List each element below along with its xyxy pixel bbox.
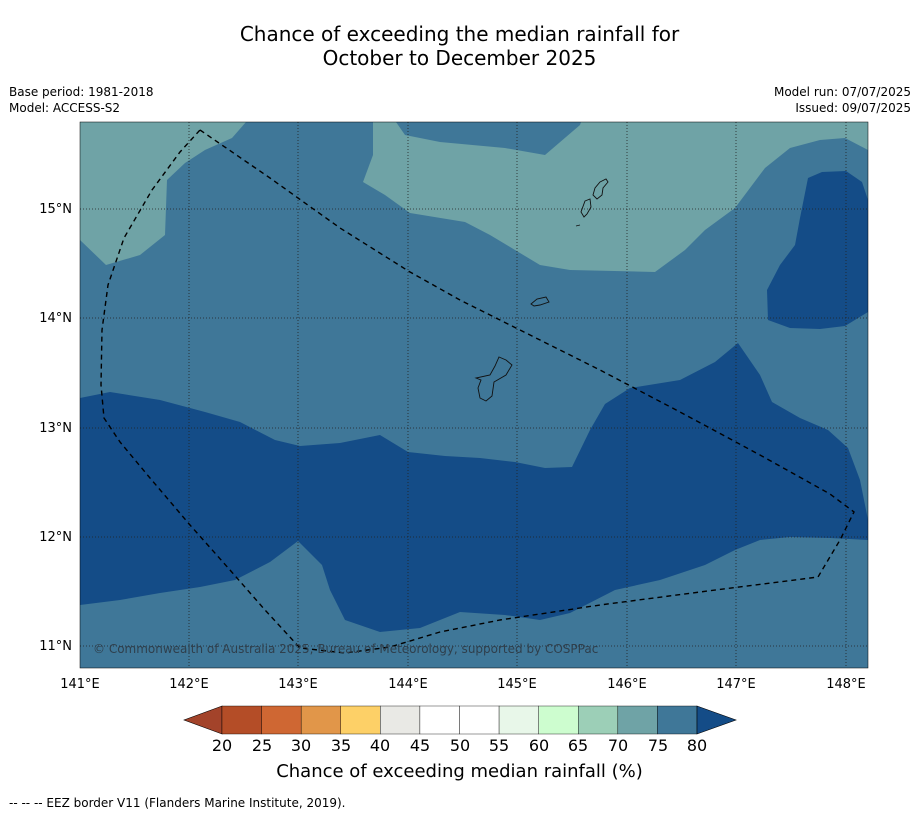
model-run: Model run: 07/07/2025 [773, 85, 911, 99]
meta-right: Model run: 07/07/2025 Issued: 09/07/2025 [774, 84, 911, 116]
colorbar-tick-55: 55 [488, 736, 510, 755]
colorbar-tick-40: 40 [369, 736, 391, 755]
title-line-2: October to December 2025 [322, 46, 597, 70]
x-tick-143e: 143°E [278, 677, 318, 692]
eez-border [100, 129, 855, 654]
colorbar-tick-65: 65 [567, 736, 589, 755]
x-tick-141e: 141°E [60, 677, 100, 692]
eez-legend-note: -- -- -- EEZ border V11 (Flanders Marine… [9, 796, 346, 810]
colorbar-tick-25: 25 [251, 736, 273, 755]
meta-left: Base period: 1981-2018 Model: ACCESS-S2 [9, 84, 154, 116]
region-80-plus-northeast [767, 171, 868, 329]
x-tick-145e: 145°E [497, 677, 537, 692]
copyright-notice: © Commonwealth of Australia 2025, Bureau… [93, 642, 598, 656]
issued-date: Issued: 09/07/2025 [795, 101, 911, 115]
colorbar-tick-45: 45 [409, 736, 431, 755]
region-70-75-north [363, 122, 868, 272]
base-period: Base period: 1981-2018 [9, 85, 154, 99]
x-tick-labels: 141°E 142°E 143°E 144°E 145°E 146°E 147°… [60, 677, 866, 692]
colorbar-swatch-25-30 [261, 705, 302, 735]
colorbar-swatch-20-25 [221, 705, 262, 735]
grid-lines [80, 122, 868, 668]
island-rota [530, 296, 550, 307]
colorbar-extend-high [696, 705, 737, 735]
y-tick-labels: 15°N 14°N 13°N 12°N 11°N [39, 202, 72, 654]
island-saipan [592, 178, 609, 200]
colorbar-swatch-60-65 [538, 705, 579, 735]
colorbar-extend-low [183, 705, 223, 735]
colorbar-swatch-70-75 [617, 705, 658, 735]
colorbar-tick-50: 50 [449, 736, 471, 755]
colorbar-tick-70: 70 [607, 736, 629, 755]
colorbar-tick-35: 35 [330, 736, 352, 755]
title-line-1: Chance of exceeding the median rainfall … [239, 22, 680, 46]
x-tick-142e: 142°E [169, 677, 209, 692]
colorbar-swatch-40-45 [380, 705, 421, 735]
x-tick-146e: 146°E [607, 677, 647, 692]
map-frame [79, 121, 869, 669]
model-name: Model: ACCESS-S2 [9, 101, 121, 115]
colorbar-swatch-35-40 [340, 705, 381, 735]
colorbar-tick-75: 75 [647, 736, 669, 755]
colorbar-swatch-45-50 [419, 705, 460, 735]
colorbar-tick-20: 20 [211, 736, 233, 755]
colorbar-tick-60: 60 [528, 736, 550, 755]
island-aguijan [575, 224, 581, 227]
region-70-75-northwest [80, 122, 246, 265]
colorbar-swatch-30-35 [300, 705, 341, 735]
y-tick-15n: 15°N [39, 202, 72, 217]
colorbar-swatch-50-55 [459, 705, 500, 735]
colorbar [183, 705, 737, 735]
y-tick-12n: 12°N [39, 530, 72, 545]
island-guam [474, 356, 513, 402]
colorbar-swatch-55-60 [498, 705, 539, 735]
colorbar-title: Chance of exceeding median rainfall (%) [276, 761, 643, 782]
chart-title: Chance of exceeding the median rainfall … [0, 22, 919, 70]
map-area [80, 122, 868, 668]
island-tinian [580, 198, 592, 218]
colorbar-swatch-65-70 [578, 705, 619, 735]
y-tick-13n: 13°N [39, 421, 72, 436]
x-tick-147e: 147°E [716, 677, 756, 692]
colorbar-tick-80: 80 [686, 736, 708, 755]
colorbar-swatch-75-80 [657, 705, 698, 735]
colorbar-tick-30: 30 [290, 736, 312, 755]
y-tick-14n: 14°N [39, 311, 72, 326]
islands [474, 178, 609, 402]
x-tick-148e: 148°E [826, 677, 866, 692]
region-80-plus-south [80, 343, 868, 632]
x-tick-144e: 144°E [388, 677, 428, 692]
y-tick-11n: 11°N [39, 639, 72, 654]
